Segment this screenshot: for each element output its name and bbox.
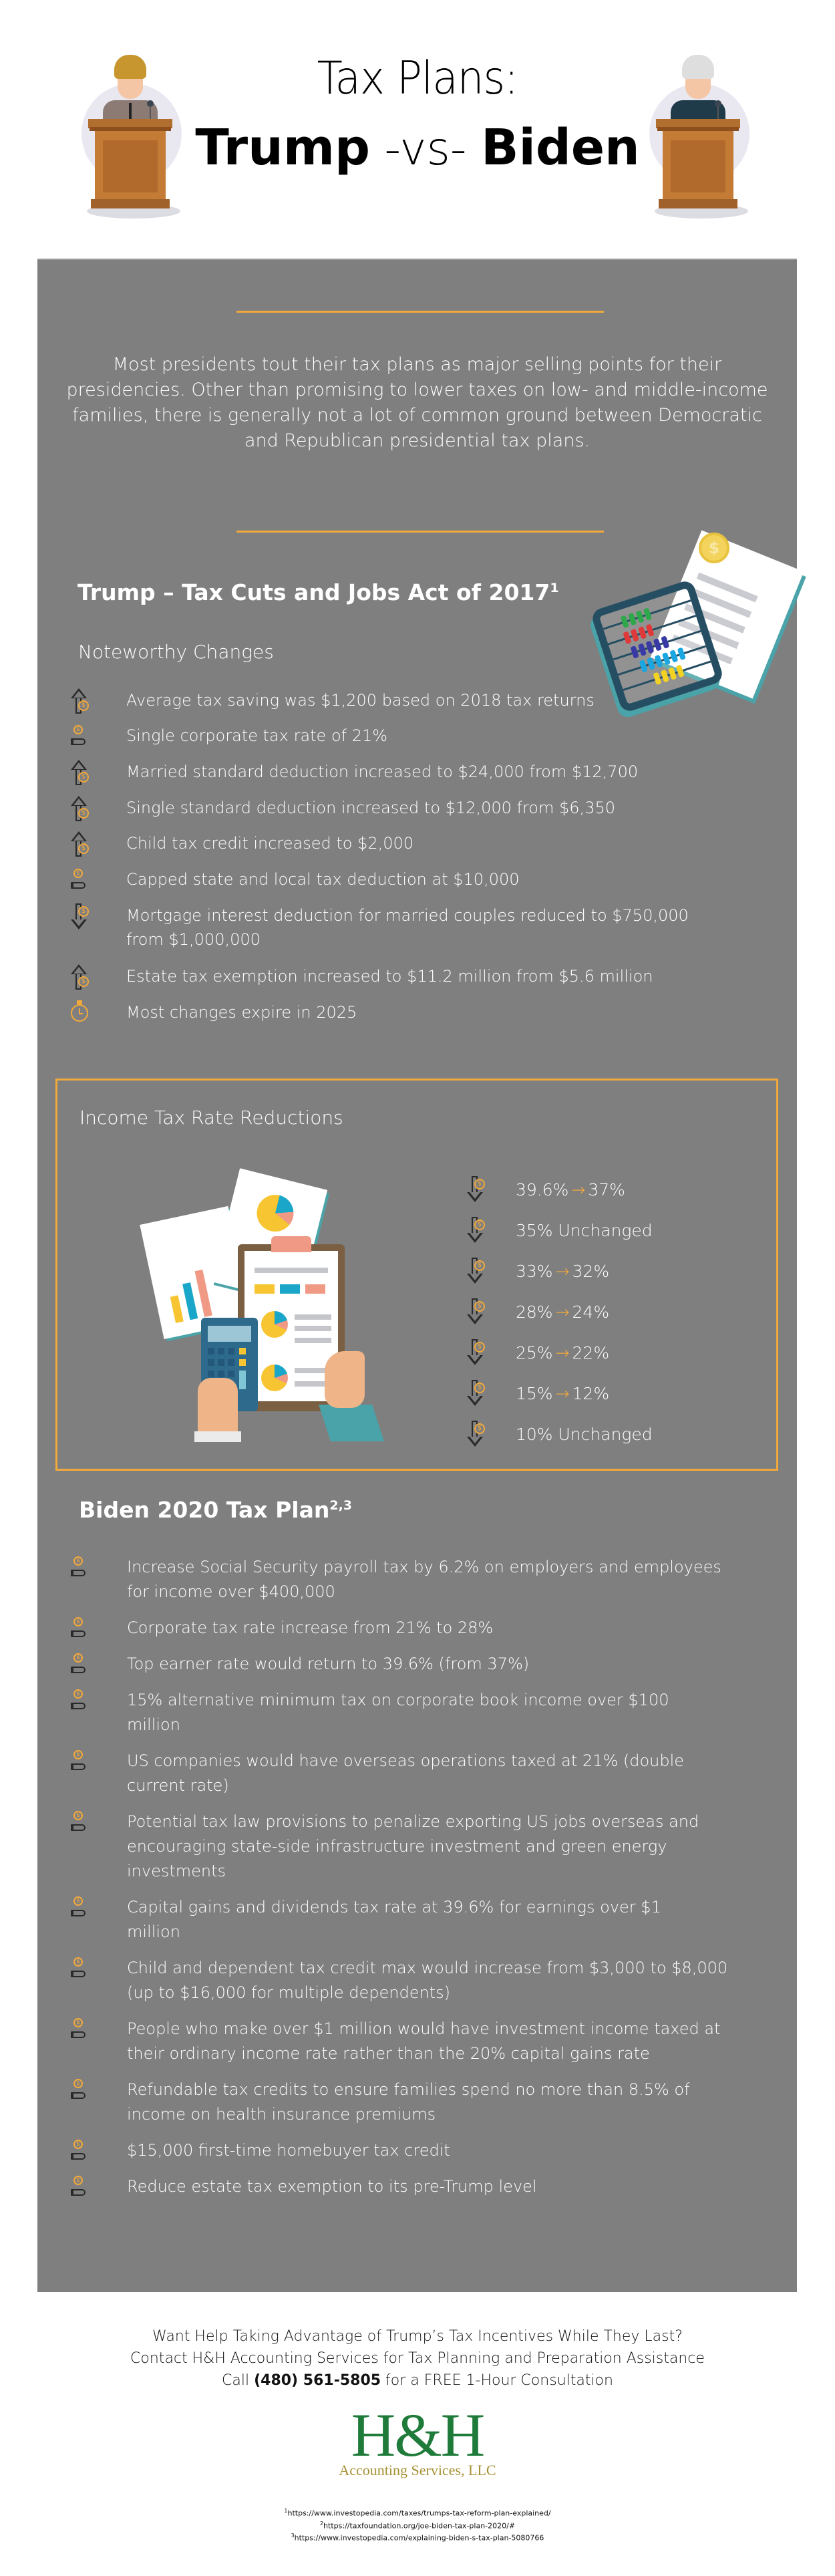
call-to-action: Want Help Taking Advantage of Trump’s Ta… [0,2325,835,2392]
list-item: $ Refundable tax credits to ensure famili… [71,2078,772,2127]
arrow-down-coin-icon: $ [71,903,91,934]
cta-line-3: Call (480) 561-5805 for a FREE 1-Hour Co… [222,2372,613,2389]
list-item: $ Child and dependent tax credit max woul… [71,1956,772,2005]
list-item: $ $15,000 first-time homebuyer tax credit [71,2138,772,2163]
list-item: $ Increase Social Security payroll tax by… [71,1555,772,1604]
list-item: $ Estate tax exemption increased to $11.… [71,964,759,1000]
list-item: $ Potential tax law provisions to penaliz… [71,1810,772,1884]
list-item: Most changes expire in 2025 [71,1000,759,1036]
arrow-down-coin-icon: $ [467,1258,487,1288]
page-title-line-2: Trump -vs- Biden [0,119,835,176]
header: Tax Plans: Trump -vs- Biden [0,0,835,259]
divider-bottom [236,531,604,533]
list-item: $ Single corporate tax rate of 21% [71,724,759,760]
logo-mark: H&H [351,2401,485,2469]
dollar-coin-icon: $ [699,533,729,563]
trump-section-title: Trump – Tax Cuts and Jobs Act of 20171 [77,579,559,605]
references: 1https://www.investopedia.com/taxes/trum… [0,2506,835,2543]
arrow-down-coin-icon: $ [467,1298,487,1329]
reference-1[interactable]: 1https://www.investopedia.com/taxes/trum… [284,2508,551,2518]
divider-top [236,311,604,313]
hand-coin-icon: $ [71,1555,91,1586]
title-biden: Biden [481,119,640,176]
cta-line-2: Contact H&H Accounting Services for Tax … [130,2350,705,2367]
biden-title-ref: 2,3 [329,1498,353,1513]
phone-number[interactable]: (480) 561-5805 [254,2372,381,2389]
list-item: $ US companies would have overseas operat… [71,1749,772,1798]
arrow-down-coin-icon: $ [467,1217,487,1248]
list-item: $ People who make over $1 million would h… [71,2017,772,2066]
trump-title-text: Trump – Tax Cuts and Jobs Act of 2017 [77,579,550,605]
noteworthy-changes-heading: Noteworthy Changes [78,641,274,663]
title-trump: Trump [195,119,370,176]
biden-plan-list: $ Increase Social Security payroll tax by… [71,1555,772,2210]
list-item: $ Corporate tax rate increase from 21% to… [71,1616,772,1640]
company-logo: H&H Accounting Services, LLC [0,2404,835,2479]
biden-title-text: Biden 2020 Tax Plan [79,1497,330,1523]
trump-title-ref: 1 [550,581,559,595]
arrow-down-coin-icon: $ [467,1339,487,1370]
list-item: $ Single standard deduction increased to… [71,796,759,831]
hand-coin-icon: $ [71,1895,91,1926]
stopwatch-icon [71,1000,91,1031]
arrow-down-coin-icon: $ [467,1176,487,1207]
list-item: $ Child tax credit increased to $2,000 [71,831,759,867]
arrow-up-coin-icon: $ [71,964,91,995]
arrow-down-coin-icon: $ [467,1421,487,1451]
hand-coin-icon: $ [71,1616,91,1647]
reference-2[interactable]: 2https://taxfoundation.org/joe-biden-tax… [319,2520,516,2531]
list-item: $ Mortgage interest deduction for marrie… [71,903,759,964]
arrow-up-coin-icon: $ [71,831,91,862]
arrow-up-coin-icon: $ [71,688,91,719]
trump-changes-list: $ Average tax saving was $1,200 based on… [71,688,759,1036]
page-title-line-1: Tax Plans: [317,52,519,105]
arrow-up-coin-icon: $ [71,760,91,791]
trump-speaker-illustration [73,47,194,221]
cta-line-1: Want Help Taking Advantage of Trump’s Ta… [152,2328,683,2345]
arrow-up-coin-icon: $ [71,796,91,827]
hand-coin-icon: $ [71,1652,91,1683]
hand-coin-icon: $ [71,2078,91,2108]
list-item: $ Capital gains and dividends tax rate at… [71,1895,772,1945]
biden-speaker-illustration [641,47,762,221]
income-tax-rate-heading: Income Tax Rate Reductions [79,1107,343,1129]
reference-3[interactable]: 3https://www.investopedia.com/explaining… [291,2533,544,2543]
logo-subtitle: Accounting Services, LLC [339,2462,496,2478]
hand-coin-icon: $ [71,1810,91,1840]
list-item: $ Capped state and local tax deduction a… [71,867,759,903]
clipboard-calculator-illustration [124,1151,405,1445]
list-item: $ Average tax saving was $1,200 based on… [71,688,759,724]
list-item: $15% alternative minimum tax on corporat… [71,1688,772,1737]
list-item: $ Reduce estate tax exemption to its pre-… [71,2174,772,2199]
hand-coin-icon: $ [71,2174,91,2205]
hand-coin-icon: $ [71,2138,91,2169]
hand-coin-icon: $ [71,2017,91,2047]
content-panel: Most presidents tout their tax plans as … [37,259,804,2292]
hand-coin-icon: $ [71,724,91,754]
list-item: $ Married standard deduction increased t… [71,760,759,796]
intro-paragraph: Most presidents tout their tax plans as … [66,354,768,451]
hand-coin-icon: $ [71,1956,91,1987]
abacus-document-illustration: $ [590,526,804,714]
list-item: $ Top earner rate would return to 39.6% (… [71,1652,772,1677]
income-tax-rate-box: Income Tax Rate Reductions [55,1079,778,1471]
arrow-down-coin-icon: $ [467,1380,487,1411]
title-vs: -vs- [369,123,482,176]
hand-coin-icon: $ [71,1688,91,1719]
hand-coin-icon: $ [71,867,91,898]
biden-section-title: Biden 2020 Tax Plan2,3 [79,1497,352,1523]
hand-coin-icon: $ [71,1749,91,1779]
